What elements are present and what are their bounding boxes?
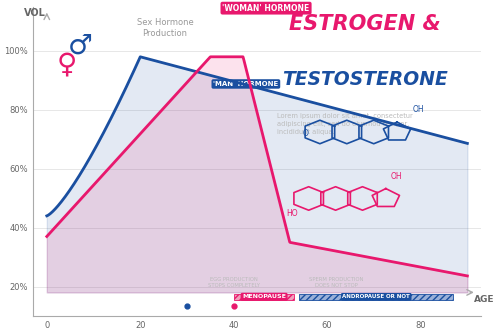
Text: 'WOMAN' HORMONE: 'WOMAN' HORMONE [222,4,310,13]
Text: O: O [303,129,308,138]
Text: AGE: AGE [474,295,495,304]
Text: Sex Hormone
Production: Sex Hormone Production [136,18,194,38]
Bar [299,294,454,300]
Text: EGG PRODUCTION
STOPS COMPLETELY: EGG PRODUCTION STOPS COMPLETELY [208,277,260,288]
Text: OH: OH [390,172,402,181]
Text: ♂: ♂ [68,31,92,59]
Text: TESTOSTERONE: TESTOSTERONE [282,70,448,89]
Text: ♀: ♀ [56,50,76,78]
Text: VOL: VOL [24,8,46,18]
Text: ANDROPAUSE OR NOT: ANDROPAUSE OR NOT [342,294,410,299]
Text: HO: HO [286,209,298,218]
Text: OH: OH [413,105,424,114]
Text: ESTROGEN &: ESTROGEN & [289,14,440,34]
Text: Lorem ipsum dolor sit amet, consectetur
adipiscing elit, sed do eiusmod tempor,
: Lorem ipsum dolor sit amet, consectetur … [278,114,413,135]
Text: MENOPAUSE: MENOPAUSE [242,294,286,299]
Text: 'MAN' HORMONE: 'MAN' HORMONE [213,81,278,87]
Bar [234,294,294,300]
Text: SPERM PRODUCTION
DOES NOT STOP: SPERM PRODUCTION DOES NOT STOP [310,277,364,288]
